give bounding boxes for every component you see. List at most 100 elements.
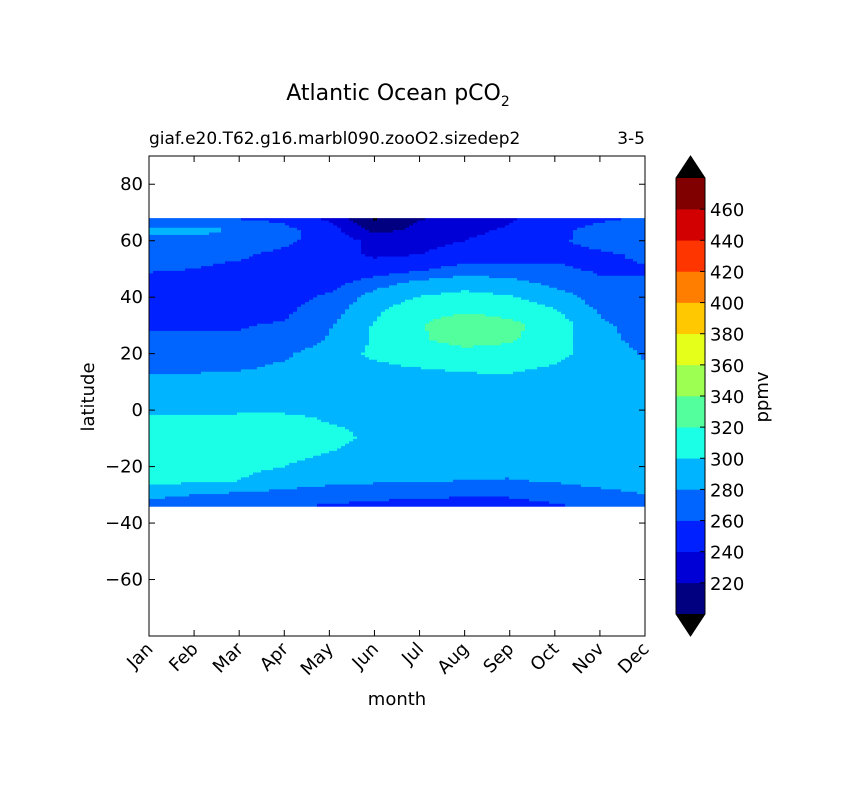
contour-cell (149, 357, 290, 361)
contour-cell (269, 489, 622, 493)
contour-cell (149, 498, 390, 502)
contour-cell (149, 390, 645, 394)
contour-cell (369, 330, 430, 334)
contour-cell (149, 278, 362, 282)
contour-cell (429, 330, 522, 334)
contour-cell (421, 366, 538, 370)
contour-cell (429, 338, 518, 342)
contour-cell (621, 489, 645, 493)
contour-cell (549, 364, 645, 368)
contour-cell (149, 256, 250, 260)
colorbar-swatch (676, 302, 705, 335)
contour-cell (365, 292, 442, 296)
contour-cell (561, 359, 645, 363)
y-tick-label: 80 (120, 174, 143, 195)
x-tick-label: Apr (256, 638, 293, 675)
contour-cell (265, 364, 402, 368)
contour-cell (493, 292, 574, 296)
contour-cell (149, 328, 242, 332)
contour-cell (569, 239, 645, 243)
contour-cell (321, 453, 645, 457)
contour-cell (149, 362, 274, 366)
contour-cell (149, 378, 645, 382)
contour-cell (573, 328, 618, 332)
contour-cell (305, 302, 354, 306)
contour-cell (633, 347, 645, 351)
contour-cell (149, 462, 290, 466)
contour-cell (353, 302, 402, 306)
contour-cell (521, 330, 574, 334)
contour-cell (565, 503, 645, 507)
contour-cell (621, 333, 645, 337)
contour-cell (333, 222, 358, 226)
contour-cell (241, 477, 506, 481)
contour-cell (425, 218, 518, 222)
contour-cell (605, 220, 645, 224)
contour-cell (149, 474, 250, 478)
contour-cell (625, 254, 645, 258)
contour-cell (341, 227, 366, 231)
contour-cell (429, 268, 582, 272)
contour-cell (149, 414, 306, 418)
contour-cell (361, 242, 454, 246)
contour-cell (149, 280, 354, 284)
contour-cell (441, 292, 494, 296)
contour-cell (349, 304, 394, 308)
contour-cell (301, 237, 354, 241)
contour-cell (149, 460, 298, 464)
colorbar-swatch (676, 178, 705, 210)
contour-cell (297, 309, 346, 313)
contour-cell (597, 273, 645, 277)
y-tick-label: −20 (105, 457, 143, 478)
contour-cell (509, 222, 594, 226)
contour-cell (457, 263, 566, 267)
contour-cell (413, 297, 522, 301)
contour-cell (441, 316, 502, 320)
contour-cell (149, 222, 286, 226)
contour-cell (413, 222, 510, 226)
contour-cell (429, 333, 522, 337)
contour-cell (365, 345, 462, 349)
contour-cell (553, 306, 594, 310)
contour-cell (517, 218, 622, 222)
contour-cell (329, 333, 370, 337)
contour-cell (149, 218, 242, 222)
contour-cell (429, 278, 518, 282)
contour-cell (149, 395, 645, 399)
contour-cell (537, 366, 645, 370)
contour-cell (337, 318, 378, 322)
contour-cell (149, 225, 290, 229)
contour-cell (329, 450, 645, 454)
contour-cell (513, 340, 574, 344)
contour-cell (369, 335, 430, 339)
contour-cell (373, 275, 454, 279)
contour-cell (261, 251, 362, 255)
contour-cell (577, 227, 645, 231)
contour-cell (353, 431, 645, 435)
contour-cell (349, 501, 550, 505)
contour-cell (625, 340, 645, 344)
contour-cell (461, 290, 470, 294)
contour-cell (149, 412, 238, 416)
contour-cell (149, 364, 266, 368)
chart-title: Atlantic Ocean pCO2 (286, 81, 510, 110)
contour-cell (509, 477, 645, 481)
contour-cell (537, 302, 586, 306)
contour-cell (365, 227, 406, 231)
contour-cell (621, 335, 645, 339)
contour-cell (149, 254, 254, 258)
contour-cell (297, 227, 342, 231)
contour-cell (429, 249, 602, 253)
contour-cell (585, 225, 645, 229)
contour-cell (149, 338, 326, 342)
contour-cell (149, 426, 346, 430)
contour-cell (309, 299, 358, 303)
contour-cell (357, 222, 414, 226)
contour-cell (573, 350, 638, 354)
colorbar-tick-label: 400 (710, 294, 744, 315)
contour-cell (369, 338, 430, 342)
contour-cell (241, 218, 322, 222)
contour-cell (453, 242, 574, 246)
contour-cell (469, 237, 574, 241)
contour-cell (409, 254, 626, 258)
